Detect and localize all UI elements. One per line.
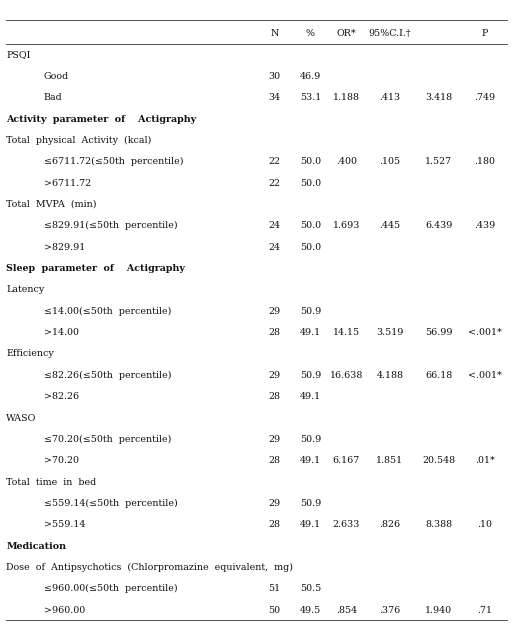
Text: PSQI: PSQI	[6, 51, 31, 60]
Text: 50.9: 50.9	[300, 307, 321, 316]
Text: 6.167: 6.167	[332, 457, 360, 465]
Text: .10: .10	[477, 521, 492, 529]
Text: >14.00: >14.00	[44, 328, 78, 337]
Text: 28: 28	[268, 457, 281, 465]
Text: 50.0: 50.0	[300, 222, 321, 230]
Text: 50: 50	[268, 606, 281, 615]
Text: 56.99: 56.99	[425, 328, 452, 337]
Text: 28: 28	[268, 521, 281, 529]
Text: ≤559.14(≤50th  percentile): ≤559.14(≤50th percentile)	[44, 499, 177, 508]
Text: 16.638: 16.638	[329, 371, 363, 380]
Text: 1.188: 1.188	[333, 94, 360, 102]
Text: .400: .400	[336, 158, 357, 166]
Text: 46.9: 46.9	[300, 72, 321, 81]
Text: .376: .376	[379, 606, 401, 615]
Text: 1.527: 1.527	[425, 158, 452, 166]
Text: 50.5: 50.5	[300, 585, 321, 593]
Text: 29: 29	[268, 307, 281, 316]
Text: >6711.72: >6711.72	[44, 179, 91, 188]
Text: 49.1: 49.1	[300, 521, 321, 529]
Text: P: P	[482, 29, 488, 38]
Text: 49.5: 49.5	[300, 606, 321, 615]
Text: 3.418: 3.418	[425, 94, 452, 102]
Text: Sleep  parameter  of    Actigraphy: Sleep parameter of Actigraphy	[6, 264, 185, 273]
Text: .180: .180	[475, 158, 495, 166]
Text: 1.693: 1.693	[332, 222, 360, 230]
Text: N: N	[270, 29, 279, 38]
Text: Medication: Medication	[6, 542, 66, 551]
Text: 24: 24	[268, 222, 281, 230]
Text: 1.940: 1.940	[425, 606, 452, 615]
Text: Efficiency: Efficiency	[6, 350, 54, 359]
Text: 53.1: 53.1	[300, 94, 321, 102]
Text: 29: 29	[268, 371, 281, 380]
Text: 29: 29	[268, 435, 281, 444]
Text: ≤829.91(≤50th  percentile): ≤829.91(≤50th percentile)	[44, 221, 177, 230]
Text: 30: 30	[268, 72, 281, 81]
Text: 50.9: 50.9	[300, 371, 321, 380]
Text: >559.14: >559.14	[44, 521, 85, 529]
Text: ≤82.26(≤50th  percentile): ≤82.26(≤50th percentile)	[44, 371, 171, 380]
Text: 66.18: 66.18	[425, 371, 452, 380]
Text: ≤70.20(≤50th  percentile): ≤70.20(≤50th percentile)	[44, 435, 171, 444]
Text: .439: .439	[474, 222, 496, 230]
Text: ≤960.00(≤50th  percentile): ≤960.00(≤50th percentile)	[44, 584, 177, 593]
Text: 51: 51	[268, 585, 281, 593]
Text: 4.188: 4.188	[377, 371, 403, 380]
Text: WASO: WASO	[6, 414, 36, 423]
Text: Total  time  in  bed: Total time in bed	[6, 478, 96, 487]
Text: >70.20: >70.20	[44, 457, 78, 465]
Text: 28: 28	[268, 392, 281, 401]
Text: .826: .826	[379, 521, 401, 529]
Text: 95%C.I.†: 95%C.I.†	[369, 29, 411, 38]
Text: 50.0: 50.0	[300, 243, 321, 252]
Text: Good: Good	[44, 72, 69, 81]
Text: 49.1: 49.1	[300, 392, 321, 401]
Text: 50.9: 50.9	[300, 435, 321, 444]
Text: .01*: .01*	[475, 457, 495, 465]
Text: Total  physical  Activity  (kcal): Total physical Activity (kcal)	[6, 136, 151, 145]
Text: 28: 28	[268, 328, 281, 337]
Text: OR*: OR*	[337, 29, 356, 38]
Text: 24: 24	[268, 243, 281, 252]
Text: 29: 29	[268, 499, 281, 508]
Text: 50.0: 50.0	[300, 179, 321, 188]
Text: 14.15: 14.15	[333, 328, 360, 337]
Text: >82.26: >82.26	[44, 392, 78, 401]
Text: <.001*: <.001*	[468, 371, 502, 380]
Text: >829.91: >829.91	[44, 243, 85, 252]
Text: 22: 22	[268, 158, 281, 166]
Text: 22: 22	[268, 179, 281, 188]
Text: >960.00: >960.00	[44, 606, 85, 615]
Text: .413: .413	[379, 94, 401, 102]
Text: 6.439: 6.439	[425, 222, 452, 230]
Text: 8.388: 8.388	[425, 521, 452, 529]
Text: 50.0: 50.0	[300, 158, 321, 166]
Text: ≤6711.72(≤50th  percentile): ≤6711.72(≤50th percentile)	[44, 157, 183, 166]
Text: 34: 34	[268, 94, 281, 102]
Text: 2.633: 2.633	[332, 521, 360, 529]
Text: Latency: Latency	[6, 286, 45, 295]
Text: .749: .749	[474, 94, 496, 102]
Text: .445: .445	[379, 222, 401, 230]
Text: %: %	[306, 29, 315, 38]
Text: 20.548: 20.548	[422, 457, 455, 465]
Text: 1.851: 1.851	[377, 457, 403, 465]
Text: ≤14.00(≤50th  percentile): ≤14.00(≤50th percentile)	[44, 306, 171, 316]
Text: 50.9: 50.9	[300, 499, 321, 508]
Text: Bad: Bad	[44, 94, 63, 102]
Text: 49.1: 49.1	[300, 328, 321, 337]
Text: 49.1: 49.1	[300, 457, 321, 465]
Text: .854: .854	[336, 606, 357, 615]
Text: Activity  parameter  of    Actigraphy: Activity parameter of Actigraphy	[6, 115, 196, 124]
Text: Total  MVPA  (min): Total MVPA (min)	[6, 200, 96, 209]
Text: Dose  of  Antipsychotics  (Chlorpromazine  equivalent,  mg): Dose of Antipsychotics (Chlorpromazine e…	[6, 563, 293, 572]
Text: .71: .71	[477, 606, 492, 615]
Text: 3.519: 3.519	[376, 328, 404, 337]
Text: <.001*: <.001*	[468, 328, 502, 337]
Text: .105: .105	[379, 158, 401, 166]
